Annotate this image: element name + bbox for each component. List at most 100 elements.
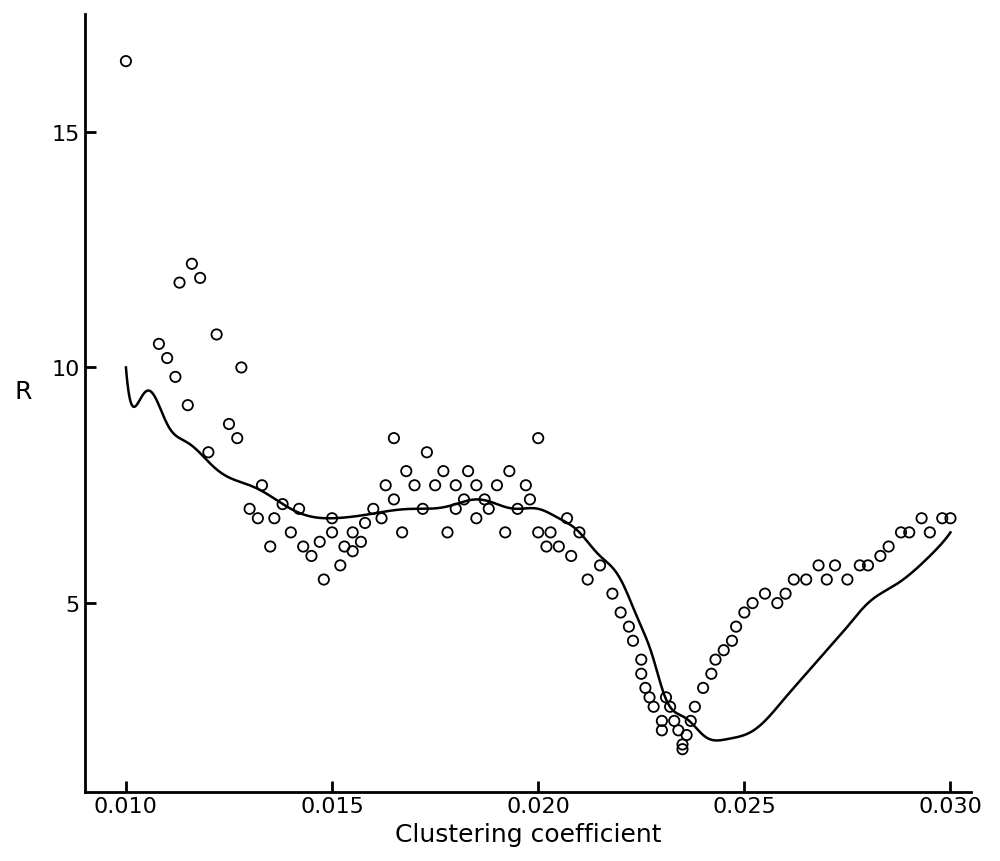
Point: [860, 559, 876, 573]
Point: [633, 667, 649, 681]
Point: [324, 526, 340, 540]
Point: [456, 493, 472, 507]
Point: [291, 502, 307, 516]
Point: [543, 526, 559, 540]
Point: [180, 399, 196, 412]
Point: [674, 738, 690, 752]
Point: [398, 465, 414, 479]
Point: [778, 587, 794, 601]
Point: [580, 573, 596, 586]
Point: [559, 511, 575, 525]
Point: [357, 517, 373, 530]
Point: [518, 479, 534, 492]
Point: [386, 431, 402, 445]
Point: [625, 635, 641, 648]
Point: [254, 479, 270, 492]
Point: [872, 549, 888, 563]
Point: [345, 526, 361, 540]
Point: [922, 526, 938, 540]
Point: [716, 643, 732, 657]
Point: [538, 540, 554, 554]
Point: [192, 272, 208, 286]
Point: [658, 691, 674, 704]
Point: [522, 493, 538, 507]
Point: [283, 526, 299, 540]
Point: [324, 511, 340, 525]
Point: [707, 653, 723, 666]
Point: [728, 620, 744, 634]
Point: [159, 351, 175, 365]
Point: [757, 587, 773, 601]
Point: [654, 723, 670, 737]
Point: [674, 742, 690, 756]
Point: [786, 573, 802, 586]
Point: [250, 511, 266, 525]
Point: [172, 276, 188, 290]
Point: [530, 431, 546, 445]
Point: [695, 681, 711, 695]
Point: [592, 559, 608, 573]
Point: [448, 479, 464, 492]
Point: [724, 635, 740, 648]
Point: [642, 691, 658, 704]
Point: [604, 587, 620, 601]
Point: [637, 681, 653, 695]
Point: [415, 502, 431, 516]
Point: [687, 700, 703, 714]
Point: [336, 540, 352, 554]
Point: [378, 479, 394, 492]
Point: [852, 559, 868, 573]
Point: [769, 597, 785, 610]
Point: [295, 540, 311, 554]
Point: [819, 573, 835, 586]
Point: [477, 493, 493, 507]
Point: [419, 446, 435, 460]
Point: [621, 620, 637, 634]
Point: [460, 465, 476, 479]
Point: [571, 526, 587, 540]
Point: [881, 540, 897, 554]
Point: [365, 502, 381, 516]
Point: [489, 479, 505, 492]
Point: [303, 549, 319, 563]
Point: [703, 667, 719, 681]
Point: [497, 526, 513, 540]
Point: [481, 502, 497, 516]
Point: [427, 479, 443, 492]
Point: [679, 728, 695, 742]
Point: [118, 55, 134, 69]
Point: [613, 606, 629, 620]
Point: [167, 370, 183, 384]
Point: [683, 714, 699, 728]
Point: [407, 479, 423, 492]
Point: [266, 511, 282, 525]
Point: [221, 418, 237, 431]
Point: [275, 498, 291, 511]
Point: [316, 573, 332, 586]
Point: [229, 431, 245, 445]
Point: [440, 526, 456, 540]
Point: [551, 540, 567, 554]
Point: [736, 606, 752, 620]
Point: [901, 526, 917, 540]
Point: [654, 714, 670, 728]
X-axis label: Clustering coefficient: Clustering coefficient: [395, 822, 661, 846]
Point: [386, 493, 402, 507]
Point: [633, 653, 649, 666]
Point: [242, 502, 258, 516]
Point: [200, 446, 216, 460]
Point: [827, 559, 843, 573]
Point: [934, 511, 950, 525]
Point: [839, 573, 855, 586]
Point: [811, 559, 827, 573]
Point: [662, 700, 678, 714]
Point: [332, 559, 348, 573]
Point: [394, 526, 410, 540]
Point: [233, 361, 249, 375]
Point: [448, 502, 464, 516]
Point: [510, 502, 526, 516]
Point: [666, 714, 682, 728]
Point: [646, 700, 662, 714]
Point: [374, 511, 390, 525]
Point: [209, 328, 225, 342]
